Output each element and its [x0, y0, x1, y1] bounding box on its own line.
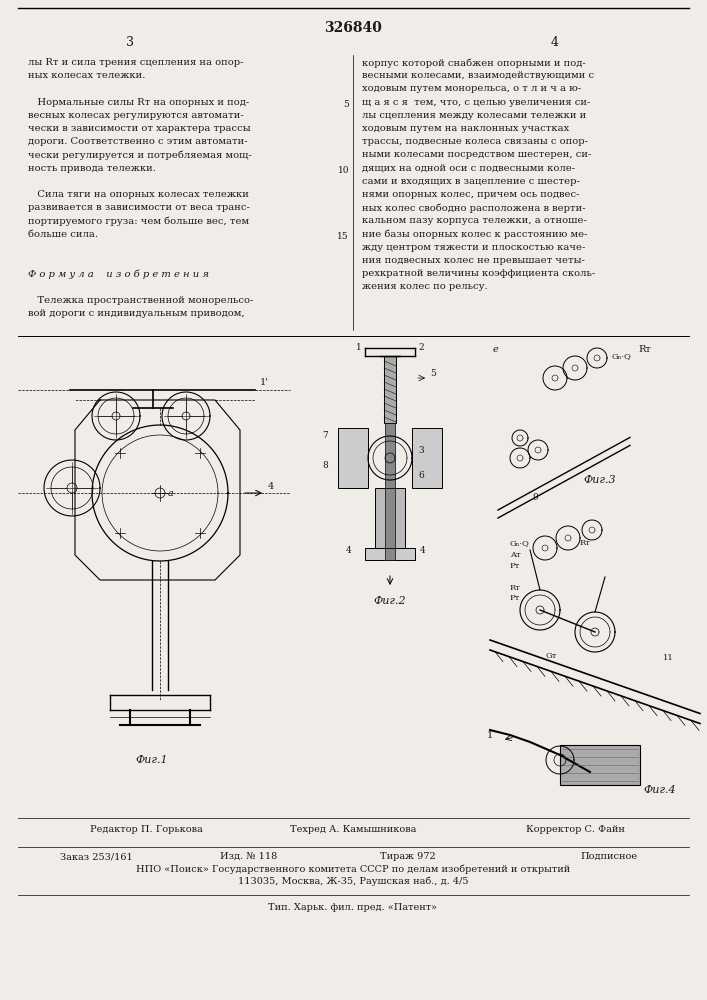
Text: 8: 8 [322, 461, 328, 470]
Text: ходовым путем монорельса, о т л и ч а ю-: ходовым путем монорельса, о т л и ч а ю- [362, 84, 581, 93]
Text: Нормальные силы Rᴛ на опорных и под-: Нормальные силы Rᴛ на опорных и под- [28, 98, 250, 107]
Text: Rᴛ: Rᴛ [510, 584, 521, 592]
Text: жения колес по рельсу.: жения колес по рельсу. [362, 282, 488, 291]
Bar [560, 745, 640, 785]
Text: a: a [168, 489, 174, 498]
Text: щ а я с я  тем, что, с целью увеличения си-: щ а я с я тем, что, с целью увеличения с… [362, 98, 590, 107]
Text: ния подвесных колес не превышает четы-: ния подвесных колес не превышает четы- [362, 256, 585, 265]
Text: 3: 3 [418, 446, 423, 455]
Text: Rᴛ: Rᴛ [638, 345, 650, 354]
Text: 4: 4 [268, 482, 274, 491]
Text: Тираж 972: Тираж 972 [380, 852, 436, 861]
Text: e: e [493, 345, 498, 354]
Text: 326840: 326840 [324, 21, 382, 35]
Text: портируемого груза: чем больше вес, тем: портируемого груза: чем больше вес, тем [28, 216, 249, 226]
Text: 11: 11 [663, 654, 674, 662]
Text: кальном пазу корпуса тележки, а отноше-: кальном пазу корпуса тележки, а отноше- [362, 216, 587, 225]
Text: НПО «Поиск» Государственного комитета СССР по делам изобретений и открытий: НПО «Поиск» Государственного комитета СС… [136, 865, 570, 874]
Bar [384, 356, 396, 423]
Text: 7: 7 [322, 431, 328, 440]
Text: Фиг.2: Фиг.2 [374, 596, 407, 606]
Text: ными колесами посредством шестерен, си-: ными колесами посредством шестерен, си- [362, 150, 591, 159]
Text: ных колес свободно расположена в верти-: ных колес свободно расположена в верти- [362, 203, 585, 213]
Text: Фиг.3: Фиг.3 [584, 475, 617, 485]
Text: 3: 3 [126, 35, 134, 48]
Text: Gₙ·Q: Gₙ·Q [510, 539, 530, 547]
Text: 9: 9 [532, 493, 538, 502]
Text: Gₙ·Q: Gₙ·Q [612, 352, 632, 360]
Text: жду центром тяжести и плоскостью каче-: жду центром тяжести и плоскостью каче- [362, 243, 585, 252]
Text: Aᴛ: Aᴛ [510, 551, 521, 559]
Text: ных колесах тележки.: ных колесах тележки. [28, 71, 146, 80]
Text: лы Rᴛ и сила трения сцепления на опор-: лы Rᴛ и сила трения сцепления на опор- [28, 58, 243, 67]
Text: Изд. № 118: Изд. № 118 [220, 852, 277, 861]
Text: дороги. Соответственно с этим автомати-: дороги. Соответственно с этим автомати- [28, 137, 247, 146]
Bar [385, 548, 395, 560]
Text: Ф о р м у л а    и з о б р е т е н и я: Ф о р м у л а и з о б р е т е н и я [28, 269, 209, 279]
Text: больше сила.: больше сила. [28, 230, 98, 239]
Text: нями опорных колес, причем ось подвес-: нями опорных колес, причем ось подвес- [362, 190, 580, 199]
Bar [338, 428, 368, 488]
Text: 6: 6 [418, 471, 423, 480]
Text: корпус которой снабжен опорными и под-: корпус которой снабжен опорными и под- [362, 58, 586, 68]
Text: 15: 15 [337, 232, 349, 241]
Text: Подписное: Подписное [580, 852, 637, 861]
Text: Тележка пространственной монорельсо-: Тележка пространственной монорельсо- [28, 296, 253, 305]
Text: Pᴛ: Pᴛ [510, 594, 520, 602]
Text: Техред А. Камышникова: Техред А. Камышникова [290, 825, 416, 834]
Text: Редактор П. Горькова: Редактор П. Горькова [90, 825, 203, 834]
Text: весными колесами, взаимодействующими с: весными колесами, взаимодействующими с [362, 71, 594, 80]
Text: ходовым путем на наклонных участках: ходовым путем на наклонных участках [362, 124, 569, 133]
Text: Фиг.4: Фиг.4 [643, 785, 677, 795]
Text: Сила тяги на опорных колесах тележки: Сила тяги на опорных колесах тележки [28, 190, 249, 199]
Bar [385, 423, 395, 488]
Text: Тип. Харьк. фил. пред. «Патент»: Тип. Харьк. фил. пред. «Патент» [269, 903, 438, 912]
Text: развивается в зависимости от веса транс-: развивается в зависимости от веса транс- [28, 203, 250, 212]
Text: Фиг.1: Фиг.1 [136, 755, 168, 765]
Bar [375, 488, 405, 548]
Text: 2: 2 [418, 343, 423, 352]
Text: Pᴛ: Pᴛ [510, 562, 520, 570]
Text: 1': 1' [260, 378, 269, 387]
Text: чески в зависимости от характера трассы: чески в зависимости от характера трассы [28, 124, 250, 133]
Text: 1: 1 [356, 343, 362, 352]
Text: дящих на одной оси с подвесными коле-: дящих на одной оси с подвесными коле- [362, 164, 575, 173]
Text: Заказ 253/161: Заказ 253/161 [60, 852, 133, 861]
Text: ность привода тележки.: ность привода тележки. [28, 164, 156, 173]
Text: 10: 10 [337, 166, 349, 175]
Text: 4: 4 [420, 546, 426, 555]
Text: 4: 4 [551, 35, 559, 48]
Text: 1: 1 [487, 731, 493, 740]
Text: Gᴛ: Gᴛ [545, 652, 556, 660]
Text: 4: 4 [346, 546, 352, 555]
Text: Rᴛ: Rᴛ [580, 539, 591, 547]
Text: Корректор С. Файн: Корректор С. Файн [526, 825, 625, 834]
Text: 5: 5 [343, 100, 349, 109]
Text: весных колесах регулируются автомати-: весных колесах регулируются автомати- [28, 111, 244, 120]
Bar [385, 488, 395, 548]
Text: сами и входящих в зацепление с шестер-: сами и входящих в зацепление с шестер- [362, 177, 580, 186]
Text: рехкратной величины коэффициента сколь-: рехкратной величины коэффициента сколь- [362, 269, 595, 278]
Text: 5: 5 [430, 369, 436, 378]
Text: вой дороги с индивидуальным приводом,: вой дороги с индивидуальным приводом, [28, 309, 245, 318]
Bar [412, 428, 442, 488]
Text: лы сцепления между колесами тележки и: лы сцепления между колесами тележки и [362, 111, 586, 120]
Text: трассы, подвесные колеса связаны с опор-: трассы, подвесные колеса связаны с опор- [362, 137, 588, 146]
Text: ние базы опорных колес к расстоянию ме-: ние базы опорных колес к расстоянию ме- [362, 230, 588, 239]
Text: 113035, Москва, Ж-35, Раушская наб., д. 4/5: 113035, Москва, Ж-35, Раушская наб., д. … [238, 877, 468, 886]
Text: чески регулируется и потребляемая мощ-: чески регулируется и потребляемая мощ- [28, 150, 252, 160]
Bar [365, 548, 415, 560]
